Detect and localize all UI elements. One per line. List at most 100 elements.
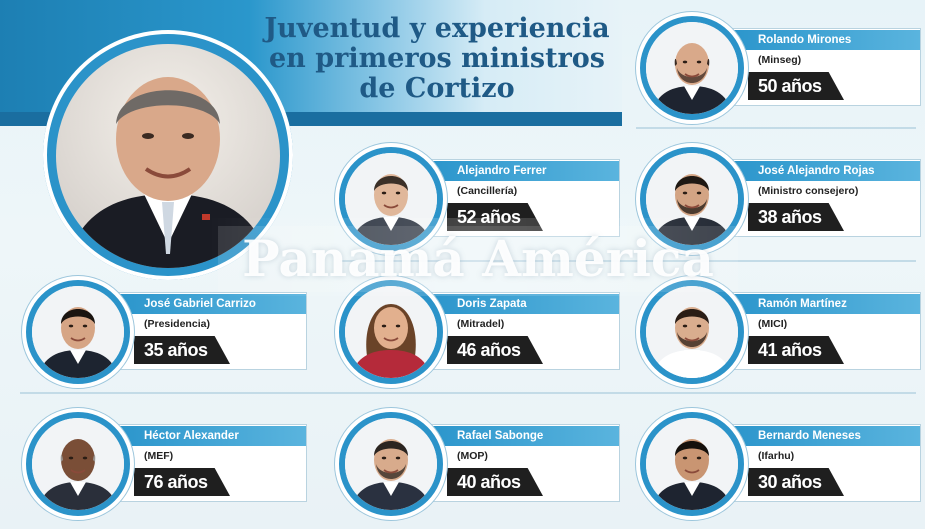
- minister-ministry: (Mitradel): [457, 318, 505, 330]
- minister-age: 30 años: [758, 472, 822, 492]
- portrait-shirt: [70, 482, 86, 496]
- minister-name: José Gabriel Carrizo: [120, 294, 306, 314]
- president-portrait-graphic: [66, 77, 270, 268]
- portrait-eye: [381, 324, 387, 328]
- minister-card: Ramón Martínez (MICI) 41 años: [636, 276, 921, 391]
- portrait-shirt: [684, 350, 700, 364]
- president-portrait: [56, 44, 280, 268]
- minister-ministry: (MEF): [144, 450, 174, 462]
- title-line-3: de Cortizo: [359, 73, 515, 104]
- portrait-eye: [682, 60, 688, 64]
- portrait-hair: [374, 176, 408, 191]
- minister-name: Ramón Martínez: [734, 294, 920, 314]
- minister-photo: [345, 286, 437, 378]
- minister-age: 35 años: [144, 340, 208, 360]
- portrait-graphic: [32, 286, 124, 378]
- portrait-face: [374, 307, 408, 349]
- portrait-graphic: [32, 418, 124, 510]
- portrait-shirt: [70, 350, 86, 364]
- minister-ministry: (Cancillería): [457, 185, 518, 197]
- portrait-shirt: [383, 217, 399, 231]
- minister-name: Doris Zapata: [433, 294, 619, 314]
- minister-age: 40 años: [457, 472, 521, 492]
- title-line-1: Juventud y experiencia: [264, 13, 610, 44]
- minister-age: 46 años: [457, 340, 521, 360]
- portrait-graphic: [646, 22, 738, 114]
- portrait-eye: [381, 191, 387, 195]
- minister-ministry: (Minseg): [758, 54, 802, 66]
- portrait-eye: [395, 191, 401, 195]
- portrait-graphic: [646, 418, 738, 510]
- minister-name: José Alejandro Rojas: [734, 161, 920, 181]
- divider: [340, 260, 916, 262]
- minister-photo: [646, 153, 738, 245]
- portrait-face: [61, 439, 95, 481]
- portrait-eye: [696, 456, 702, 460]
- divider: [20, 392, 916, 394]
- watermark-band: [208, 218, 753, 296]
- portrait-eye: [381, 456, 387, 460]
- minister-age: 38 años: [758, 207, 822, 227]
- portrait-shirt: [684, 217, 700, 231]
- portrait-shirt: [684, 86, 700, 100]
- minister-age: 41 años: [758, 340, 822, 360]
- portrait-eye: [395, 324, 401, 328]
- minister-card: Doris Zapata (Mitradel) 46 años: [335, 276, 620, 391]
- portrait-shirt: [684, 482, 700, 496]
- minister-card: Héctor Alexander (MEF) 76 años: [22, 408, 307, 523]
- minister-ministry: (Ifarhu): [758, 450, 795, 462]
- portrait-hair: [675, 441, 709, 456]
- portrait-hair: [61, 309, 95, 324]
- portrait-hair: [675, 176, 709, 191]
- minister-name: Alejandro Ferrer: [433, 161, 619, 181]
- portrait-mouth: [70, 469, 86, 474]
- portrait-beard: [677, 332, 707, 347]
- minister-name: Héctor Alexander: [120, 426, 306, 446]
- portrait-eye: [682, 324, 688, 328]
- minister-age: 50 años: [758, 76, 822, 96]
- minister-card: José Gabriel Carrizo (Presidencia) 35 añ…: [22, 276, 307, 391]
- flag-pin-icon: [202, 214, 210, 220]
- title-line-2: en primeros ministros: [269, 43, 605, 74]
- minister-ministry: (Presidencia): [144, 318, 210, 330]
- minister-photo: [646, 418, 738, 510]
- minister-photo: [646, 22, 738, 114]
- portrait-eye: [68, 456, 74, 460]
- minister-photo: [345, 153, 437, 245]
- portrait-hair: [374, 441, 408, 456]
- portrait-suit: [351, 350, 431, 378]
- page-title: Juventud y experiencia en primeros minis…: [262, 14, 612, 104]
- president-hair: [116, 90, 220, 124]
- minister-name: Rolando Mirones: [734, 30, 920, 50]
- portrait-face: [675, 43, 709, 85]
- minister-card: Rolando Mirones (Minseg) 50 años: [636, 12, 921, 127]
- portrait-graphic: [646, 286, 738, 378]
- portrait-eye: [682, 191, 688, 195]
- portrait-hair: [675, 309, 709, 324]
- portrait-eye: [68, 324, 74, 328]
- portrait-mouth: [684, 337, 700, 342]
- divider: [636, 127, 916, 129]
- portrait-mouth: [684, 73, 700, 78]
- minister-photo: [32, 418, 124, 510]
- portrait-mouth: [684, 469, 700, 474]
- portrait-eye: [395, 456, 401, 460]
- portrait-beard: [376, 464, 406, 479]
- portrait-mouth: [383, 469, 399, 474]
- minister-photo: [32, 286, 124, 378]
- portrait-eye: [696, 60, 702, 64]
- portrait-shirt: [383, 482, 399, 496]
- portrait-eye: [82, 324, 88, 328]
- minister-card: Rafael Sabonge (MOP) 40 años: [335, 408, 620, 523]
- portrait-mouth: [684, 204, 700, 209]
- portrait-mouth: [383, 204, 399, 209]
- minister-name: Rafael Sabonge: [433, 426, 619, 446]
- president-tie: [162, 202, 174, 254]
- portrait-eye: [696, 191, 702, 195]
- portrait-graphic: [646, 153, 738, 245]
- minister-name: Bernardo Meneses: [734, 426, 920, 446]
- minister-photo: [345, 418, 437, 510]
- minister-age: 76 años: [144, 472, 208, 492]
- minister-ministry: (MICI): [758, 318, 788, 330]
